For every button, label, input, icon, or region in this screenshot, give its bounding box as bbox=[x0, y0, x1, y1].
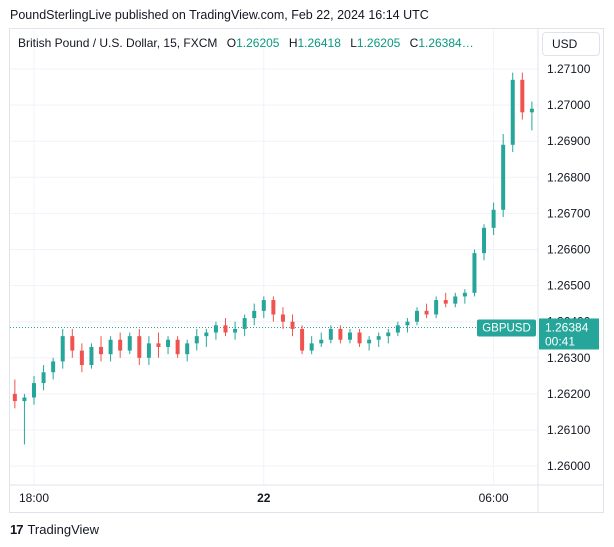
candle-up[interactable] bbox=[462, 292, 467, 297]
symbol-tag-label: GBPUSD bbox=[482, 322, 531, 334]
candle-up[interactable] bbox=[60, 336, 65, 362]
close-label: C bbox=[409, 36, 419, 50]
bar-countdown: 00:41 bbox=[545, 334, 575, 348]
candle-up[interactable] bbox=[166, 339, 171, 347]
candle-up[interactable] bbox=[453, 296, 458, 304]
y-tick-label: 1.26700 bbox=[547, 206, 591, 220]
candle-up[interactable] bbox=[405, 321, 410, 326]
y-tick-label: 1.26600 bbox=[547, 243, 591, 257]
candle-up[interactable] bbox=[319, 339, 324, 344]
candle-up[interactable] bbox=[415, 310, 419, 322]
candle-up[interactable] bbox=[501, 144, 506, 210]
candle-down[interactable] bbox=[118, 339, 123, 351]
tradingview-logo-text: TradingView bbox=[27, 522, 100, 537]
open-label: O bbox=[226, 36, 237, 50]
y-tick-label: 1.26300 bbox=[547, 351, 591, 365]
candle-up[interactable] bbox=[510, 79, 515, 145]
candle-down[interactable] bbox=[424, 310, 429, 315]
candle-down[interactable] bbox=[175, 339, 180, 355]
y-tick-label: 1.26100 bbox=[547, 423, 591, 437]
candle-up[interactable] bbox=[108, 339, 113, 355]
candle-down[interactable] bbox=[280, 314, 285, 322]
candle-down[interactable] bbox=[443, 300, 448, 304]
x-tick-label: 06:00 bbox=[479, 491, 509, 505]
candle-down[interactable] bbox=[300, 328, 305, 351]
candle-up[interactable] bbox=[367, 339, 372, 344]
candle-up[interactable] bbox=[252, 310, 257, 319]
candle-up[interactable] bbox=[146, 343, 151, 358]
last-price-badge bbox=[539, 318, 599, 350]
candle-down[interactable] bbox=[290, 321, 295, 329]
candle-down[interactable] bbox=[357, 332, 362, 344]
symbol-tag bbox=[477, 319, 536, 337]
candle-up[interactable] bbox=[347, 332, 352, 340]
candle-up[interactable] bbox=[472, 253, 477, 293]
high-value: 1.26418 bbox=[297, 36, 341, 50]
candle-up[interactable] bbox=[395, 325, 400, 333]
publisher-line: PoundSterlingLive published on TradingVi… bbox=[10, 8, 429, 22]
tradingview-mark-icon: 17 bbox=[10, 522, 24, 537]
symbol-legend: British Pound / U.S. Dollar, 15, FXCM O1… bbox=[18, 36, 474, 50]
candle-up[interactable] bbox=[328, 328, 333, 340]
last-price-value: 1.26384 bbox=[545, 320, 589, 334]
candle-down[interactable] bbox=[79, 350, 84, 366]
candle-down[interactable] bbox=[338, 328, 343, 340]
candle-up[interactable] bbox=[51, 361, 56, 373]
candle-down[interactable] bbox=[156, 343, 161, 347]
candle-down[interactable] bbox=[12, 393, 17, 402]
candle-up[interactable] bbox=[22, 397, 27, 402]
currency-button[interactable]: USD bbox=[542, 32, 600, 56]
candle-up[interactable] bbox=[233, 328, 238, 333]
candle-down[interactable] bbox=[70, 336, 75, 351]
y-tick-label: 1.26000 bbox=[547, 459, 591, 473]
candle-down[interactable] bbox=[520, 79, 525, 113]
candle-up[interactable] bbox=[89, 346, 94, 366]
open-value: 1.26205 bbox=[236, 36, 280, 50]
y-tick-label: 1.26900 bbox=[547, 134, 591, 148]
chart-frame bbox=[9, 28, 604, 513]
tradingview-logo[interactable]: 17 TradingView bbox=[10, 522, 99, 537]
low-label: L bbox=[350, 36, 357, 50]
y-tick-label: 1.27100 bbox=[547, 62, 591, 76]
candle-up[interactable] bbox=[213, 325, 218, 333]
candle-down[interactable] bbox=[99, 346, 104, 355]
y-tick-label: 1.26500 bbox=[547, 279, 591, 293]
candle-up[interactable] bbox=[32, 383, 36, 398]
candle-up[interactable] bbox=[529, 108, 534, 113]
y-tick-label: 1.26800 bbox=[547, 170, 591, 184]
candle-down[interactable] bbox=[271, 300, 276, 315]
candle-up[interactable] bbox=[185, 343, 190, 355]
y-tick-label: 1.26200 bbox=[547, 387, 591, 401]
close-value: 1.26384… bbox=[418, 36, 474, 50]
symbol-name: British Pound / U.S. Dollar, 15, FXCM bbox=[18, 36, 218, 50]
candle-down[interactable] bbox=[137, 336, 142, 358]
candle-down[interactable] bbox=[223, 325, 228, 333]
low-value: 1.26205 bbox=[356, 36, 401, 50]
candle-up[interactable] bbox=[204, 332, 209, 337]
candle-up[interactable] bbox=[376, 336, 381, 340]
candle-up[interactable] bbox=[242, 318, 247, 329]
x-tick-label: 22 bbox=[257, 491, 271, 505]
candle-up[interactable] bbox=[482, 227, 487, 254]
candle-up[interactable] bbox=[491, 209, 496, 228]
candle-up[interactable] bbox=[194, 336, 199, 344]
y-tick-label: 1.27000 bbox=[547, 98, 591, 112]
candle-up[interactable] bbox=[309, 343, 314, 351]
candle-up[interactable] bbox=[41, 372, 46, 384]
candle-up[interactable] bbox=[386, 332, 391, 337]
x-tick-label: 18:00 bbox=[19, 491, 49, 505]
candle-up[interactable] bbox=[261, 300, 266, 311]
candle-up[interactable] bbox=[127, 336, 132, 351]
high-label: H bbox=[288, 36, 298, 50]
candle-up[interactable] bbox=[434, 300, 439, 315]
